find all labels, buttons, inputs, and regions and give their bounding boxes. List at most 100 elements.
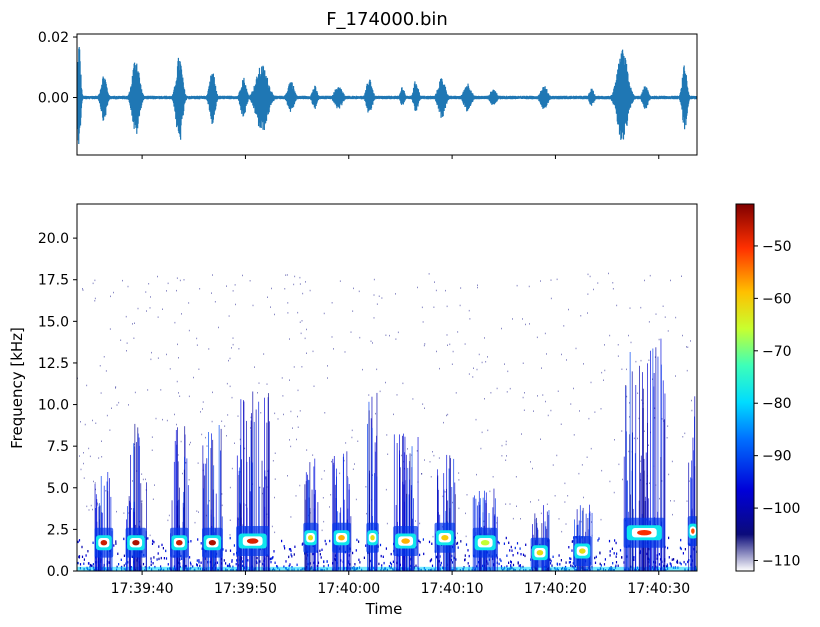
noise-cell [127, 285, 129, 288]
noise-cell [326, 560, 328, 563]
call-streak [109, 478, 110, 571]
noise-cell [192, 565, 194, 568]
noise-cell [309, 289, 311, 292]
noise-cell [422, 403, 424, 405]
call-streak [692, 437, 694, 571]
noise-cell [178, 392, 179, 394]
noise-cell [679, 546, 681, 550]
noise-cell [382, 555, 384, 558]
noise-cell [277, 418, 279, 420]
noise-cell [120, 339, 122, 341]
noise-cell [428, 273, 430, 275]
call-streak [625, 386, 627, 571]
noise-cell [289, 379, 290, 381]
spectrogram-y-tick-label: 20.0 [38, 231, 69, 247]
call-streak [548, 539, 550, 571]
noise-cell [613, 552, 615, 555]
noise-cell [366, 512, 367, 515]
noise-cell [82, 289, 84, 291]
noise-cell [455, 558, 457, 561]
noise-cell [118, 563, 120, 566]
noise-cell [522, 396, 524, 399]
call-streak [450, 458, 451, 571]
noise-cell [97, 502, 98, 505]
noise-cell [419, 553, 421, 557]
noise-cell [449, 343, 451, 346]
noise-cell [460, 287, 462, 289]
noise-cell [630, 341, 632, 344]
noise-cell [594, 411, 596, 413]
noise-cell [306, 328, 307, 331]
spectrogram-y-tick-label: 0.0 [47, 564, 69, 580]
noise-cell [199, 288, 201, 290]
noise-cell [258, 382, 260, 384]
noise-cell [323, 312, 325, 315]
noise-cell [612, 562, 614, 565]
noise-cell [190, 540, 192, 543]
noise-cell [324, 412, 326, 414]
noise-cell [199, 564, 201, 568]
noise-cell [552, 555, 554, 558]
noise-cell [593, 288, 594, 291]
noise-cell [439, 367, 440, 370]
call-mark [573, 504, 593, 571]
noise-cell [190, 441, 191, 444]
noise-cell [476, 473, 477, 476]
noise-cell [570, 564, 572, 567]
noise-cell [540, 512, 542, 515]
noise-cell [550, 297, 552, 300]
waveform-x-axis [141, 155, 660, 159]
call-mark [94, 472, 114, 571]
call-streak [411, 446, 413, 571]
noise-cell [569, 561, 571, 564]
noise-cell [283, 545, 285, 548]
noise-cell [152, 562, 154, 565]
colorbar-tick-label: −70 [762, 344, 792, 360]
noise-cell [520, 553, 522, 556]
noise-cell [424, 459, 425, 461]
noise-cell [573, 434, 575, 436]
noise-cell [331, 336, 333, 338]
noise-cell [155, 417, 157, 420]
noise-cell [229, 534, 231, 536]
noise-cell [565, 561, 567, 564]
noise-cell [540, 438, 541, 440]
noise-cell [156, 558, 158, 561]
noise-cell [430, 476, 432, 478]
call-streak [241, 459, 242, 571]
noise-cell [626, 395, 628, 398]
noise-cell [550, 279, 552, 281]
noise-cell [587, 273, 589, 276]
noise-cell [106, 414, 108, 417]
noise-cell [151, 449, 153, 451]
noise-cell [120, 558, 122, 561]
noise-cell [241, 560, 244, 563]
noise-cell [88, 509, 90, 511]
noise-cell [115, 540, 117, 543]
noise-cell [153, 540, 155, 544]
noise-cell [194, 521, 196, 524]
noise-cell [296, 563, 298, 566]
call-streak [140, 483, 142, 571]
noise-cell [438, 457, 440, 459]
call-streak [333, 465, 335, 571]
noise-cell [188, 329, 190, 332]
noise-cell [322, 497, 324, 499]
noise-cell [212, 391, 213, 394]
noise-cell [556, 278, 558, 281]
noise-cell [109, 328, 111, 330]
call-streak [647, 526, 649, 571]
call-streak [336, 468, 337, 571]
noise-cell [551, 564, 553, 567]
noise-cell [684, 432, 686, 435]
noise-cell [389, 334, 390, 337]
noise-cell [681, 275, 682, 277]
noise-cell [174, 413, 175, 416]
noise-cell [157, 316, 159, 318]
noise-cell [507, 370, 509, 373]
noise-cell [214, 301, 216, 303]
noise-cell [673, 500, 675, 502]
noise-cell [375, 412, 376, 415]
noise-cell [633, 556, 635, 559]
noise-cell [150, 358, 152, 361]
